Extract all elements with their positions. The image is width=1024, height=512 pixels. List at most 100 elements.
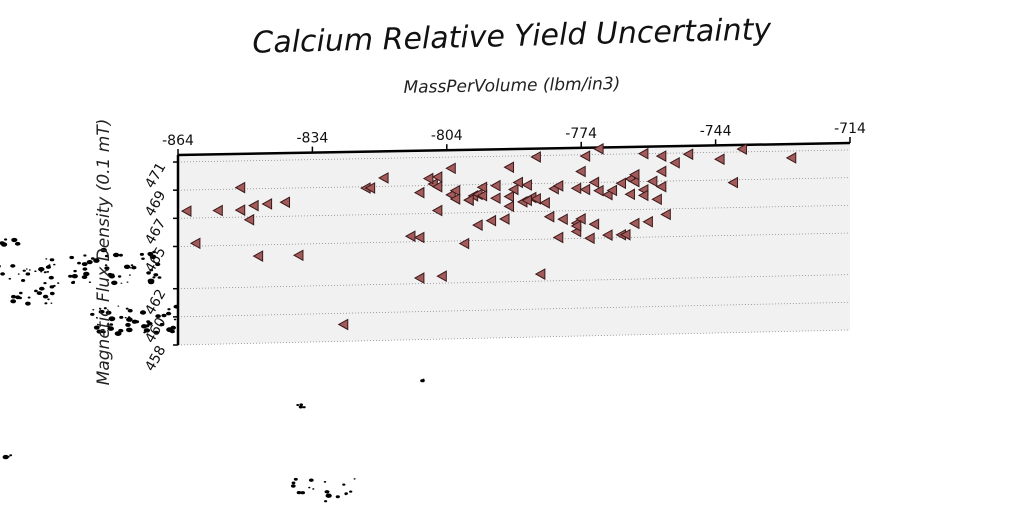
data-point — [503, 190, 515, 203]
noise-speck — [300, 491, 305, 495]
data-point — [472, 219, 483, 231]
data-point — [279, 196, 291, 209]
noise-speck — [308, 486, 311, 489]
gridline — [177, 274, 851, 290]
noise-speck — [34, 289, 38, 293]
noise-speck — [159, 322, 165, 327]
data-point — [248, 199, 259, 212]
noise-speck — [127, 316, 131, 318]
data-point — [593, 143, 604, 155]
data-point — [337, 318, 349, 331]
noise-speck — [290, 484, 296, 488]
data-point — [714, 153, 725, 166]
noise-speck — [117, 305, 120, 307]
noise-speck — [42, 294, 49, 299]
noise-speck — [145, 324, 150, 328]
data-point — [651, 193, 662, 206]
noise-speck — [71, 274, 78, 279]
noise-speck — [299, 403, 304, 407]
noise-speck — [353, 478, 356, 480]
noise-speck — [11, 237, 18, 243]
noise-speck — [155, 314, 161, 318]
noise-speck — [69, 255, 74, 260]
x-tick-label: -714 — [834, 121, 866, 137]
noise-speck — [104, 264, 108, 267]
noise-speck — [111, 273, 115, 276]
noise-speck — [34, 270, 37, 273]
noise-speck — [152, 250, 156, 254]
plot-area — [178, 143, 850, 345]
noise-speck — [8, 277, 12, 280]
noise-speck — [17, 273, 20, 275]
data-point — [252, 250, 264, 262]
noise-speck — [82, 267, 88, 271]
noise-speck — [114, 331, 122, 336]
noise-speck — [125, 307, 129, 310]
gridline — [177, 177, 851, 191]
noise-speck — [111, 280, 118, 285]
y-tick-label: 465 — [142, 244, 169, 275]
noise-speck — [291, 481, 296, 485]
data-point — [521, 179, 532, 191]
noise-speck — [325, 493, 332, 498]
data-point — [570, 220, 582, 232]
noise-speck — [147, 278, 155, 284]
data-point — [458, 237, 470, 250]
noise-speck — [126, 317, 133, 322]
data-point — [449, 184, 461, 197]
noise-speck — [68, 274, 73, 278]
data-point — [727, 176, 739, 189]
data-point — [476, 189, 488, 202]
noise-speck — [9, 454, 13, 457]
noise-speck — [323, 481, 327, 483]
noise-speck — [296, 404, 300, 406]
data-point — [243, 213, 255, 226]
noise-speck — [103, 307, 107, 310]
noise-speck — [108, 316, 116, 322]
data-point — [485, 214, 497, 227]
noise-speck — [302, 406, 306, 409]
data-point — [655, 165, 667, 178]
data-point — [404, 230, 416, 243]
data-point — [628, 217, 640, 230]
data-point — [499, 213, 510, 225]
noise-speck — [10, 299, 17, 304]
data-point — [431, 171, 443, 183]
noise-speck — [98, 310, 104, 314]
y-tick-label: 458 — [142, 343, 169, 374]
noise-speck — [123, 264, 131, 269]
noise-speck — [152, 276, 156, 279]
data-point — [530, 151, 541, 163]
noise-speck — [77, 261, 81, 265]
noise-speck — [10, 264, 16, 268]
data-point — [507, 183, 519, 196]
y-tick-label: 469 — [142, 188, 169, 219]
noise-speck — [96, 329, 103, 334]
noise-speck — [72, 280, 75, 283]
noise-speck — [19, 291, 23, 295]
x-tick-label: -864 — [162, 133, 194, 149]
noise-speck — [141, 257, 145, 260]
noise-speck — [166, 327, 174, 333]
noise-speck — [49, 285, 55, 289]
data-point — [655, 180, 667, 193]
noise-speck — [308, 478, 314, 482]
data-point — [655, 150, 667, 162]
x-axis-label: MassPerVolume (lbm/in3) — [403, 74, 620, 98]
noise-speck — [120, 282, 123, 284]
noise-speck — [349, 490, 353, 493]
noise-speck — [131, 265, 137, 270]
data-point — [682, 148, 694, 161]
noise-speck — [88, 281, 91, 284]
noise-speck — [86, 260, 93, 265]
noise-speck — [149, 268, 154, 272]
noise-speck — [28, 269, 31, 271]
data-point — [557, 213, 568, 226]
noise-speck — [83, 254, 87, 257]
scatter-points — [180, 143, 797, 331]
noise-speck — [40, 271, 43, 273]
data-point — [637, 147, 649, 160]
data-point — [445, 162, 456, 175]
